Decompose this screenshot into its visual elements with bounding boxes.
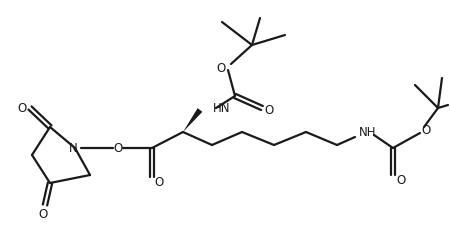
Polygon shape bbox=[183, 108, 202, 132]
Text: O: O bbox=[154, 175, 164, 188]
Text: O: O bbox=[265, 104, 274, 116]
Text: O: O bbox=[113, 142, 122, 154]
Text: NH: NH bbox=[359, 127, 377, 140]
Text: O: O bbox=[216, 61, 225, 75]
Text: O: O bbox=[18, 103, 27, 115]
Text: O: O bbox=[421, 124, 431, 138]
Text: O: O bbox=[396, 173, 405, 186]
Text: O: O bbox=[38, 208, 48, 222]
Text: N: N bbox=[68, 142, 77, 155]
Text: HN: HN bbox=[213, 103, 230, 115]
